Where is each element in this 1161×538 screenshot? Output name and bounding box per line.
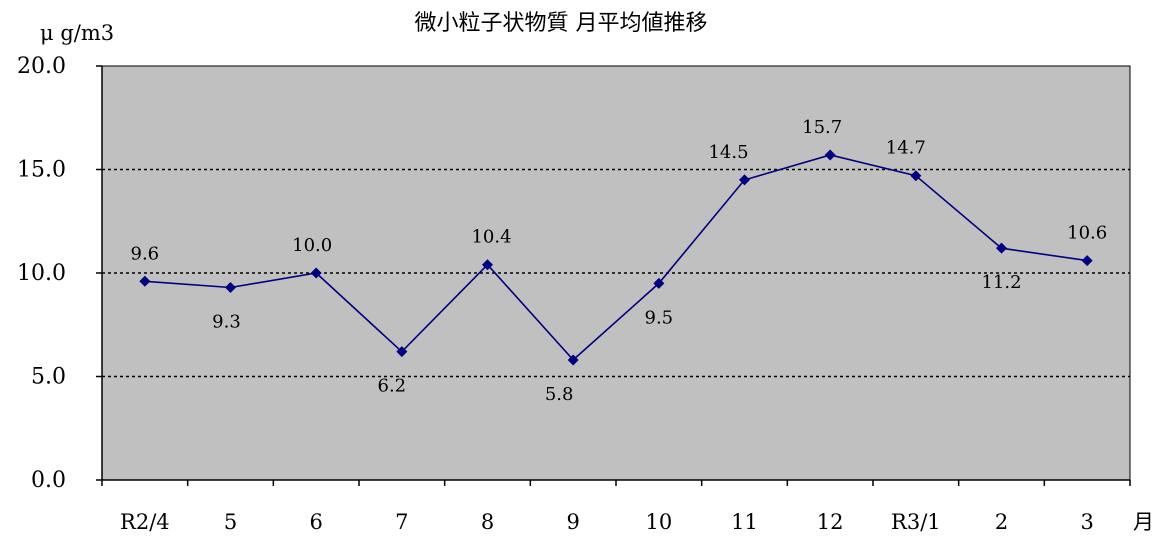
x-tick-labels: R2/4 5 6 7 8 9 10 11 12 R3/1 2 3 — [120, 510, 1094, 534]
data-point-marker — [910, 170, 922, 182]
data-point-marker — [739, 174, 750, 186]
data-point-marker — [1081, 255, 1093, 267]
x-tick-label: R2/4 — [120, 510, 170, 534]
data-label: 9.6 — [131, 243, 160, 264]
axes — [96, 65, 1131, 486]
data-label: 11.2 — [981, 272, 1021, 293]
data-point-marker — [225, 281, 236, 293]
data-label: 14.5 — [708, 142, 748, 163]
data-labels: 9.6 9.3 10.0 6.2 10.4 5.8 9.5 14.5 15.7 14.7 11.2 1… — [131, 117, 1108, 405]
x-tick-label: 10 — [645, 510, 672, 534]
x-tick-label: 12 — [817, 510, 844, 534]
data-point-marker — [567, 354, 579, 366]
data-point-marker — [653, 277, 665, 289]
data-point-marker — [139, 275, 151, 287]
x-axis-unit-label: 月 — [1133, 510, 1154, 534]
data-label: 10.4 — [471, 227, 511, 248]
x-tick-label: 9 — [566, 510, 579, 534]
data-point-marker — [396, 346, 408, 358]
x-tick-label: 8 — [481, 510, 494, 534]
y-tick-labels: 0.0 5.0 10.0 15.0 20.0 — [17, 54, 66, 493]
data-label: 9.3 — [212, 311, 241, 332]
plot-area — [101, 65, 1131, 481]
x-tick-label: 5 — [224, 510, 237, 534]
y-axis-unit-label: μ g/m3 — [40, 21, 114, 45]
data-label: 5.8 — [545, 384, 574, 405]
y-tick-label: 10.0 — [17, 261, 66, 286]
x-tick-label: 6 — [309, 510, 322, 534]
y-tick-label: 20.0 — [17, 54, 66, 79]
data-point-marker — [996, 242, 1007, 254]
x-tick-label: 3 — [1080, 510, 1093, 534]
data-label: 6.2 — [378, 376, 407, 397]
series-line — [144, 154, 1088, 362]
data-label: 15.7 — [802, 117, 842, 138]
data-point-marker — [482, 259, 493, 271]
data-label: 10.0 — [292, 235, 332, 256]
y-tick-label: 15.0 — [17, 158, 66, 183]
data-label: 14.7 — [886, 138, 926, 159]
data-point-marker — [310, 267, 322, 279]
data-point-marker — [824, 149, 836, 161]
chart-title: 微小粒子状物質 月平均値推移 — [415, 11, 708, 36]
y-tick-label: 5.0 — [31, 365, 66, 390]
y-tick-label: 0.0 — [31, 468, 66, 493]
data-markers — [139, 149, 1093, 366]
x-tick-label: 2 — [995, 510, 1008, 534]
data-label: 9.5 — [645, 307, 674, 328]
x-tick-label: 7 — [395, 510, 408, 534]
x-tick-label: 11 — [731, 510, 758, 534]
data-label: 10.6 — [1067, 223, 1107, 244]
x-tick-label: R3/1 — [891, 510, 941, 534]
